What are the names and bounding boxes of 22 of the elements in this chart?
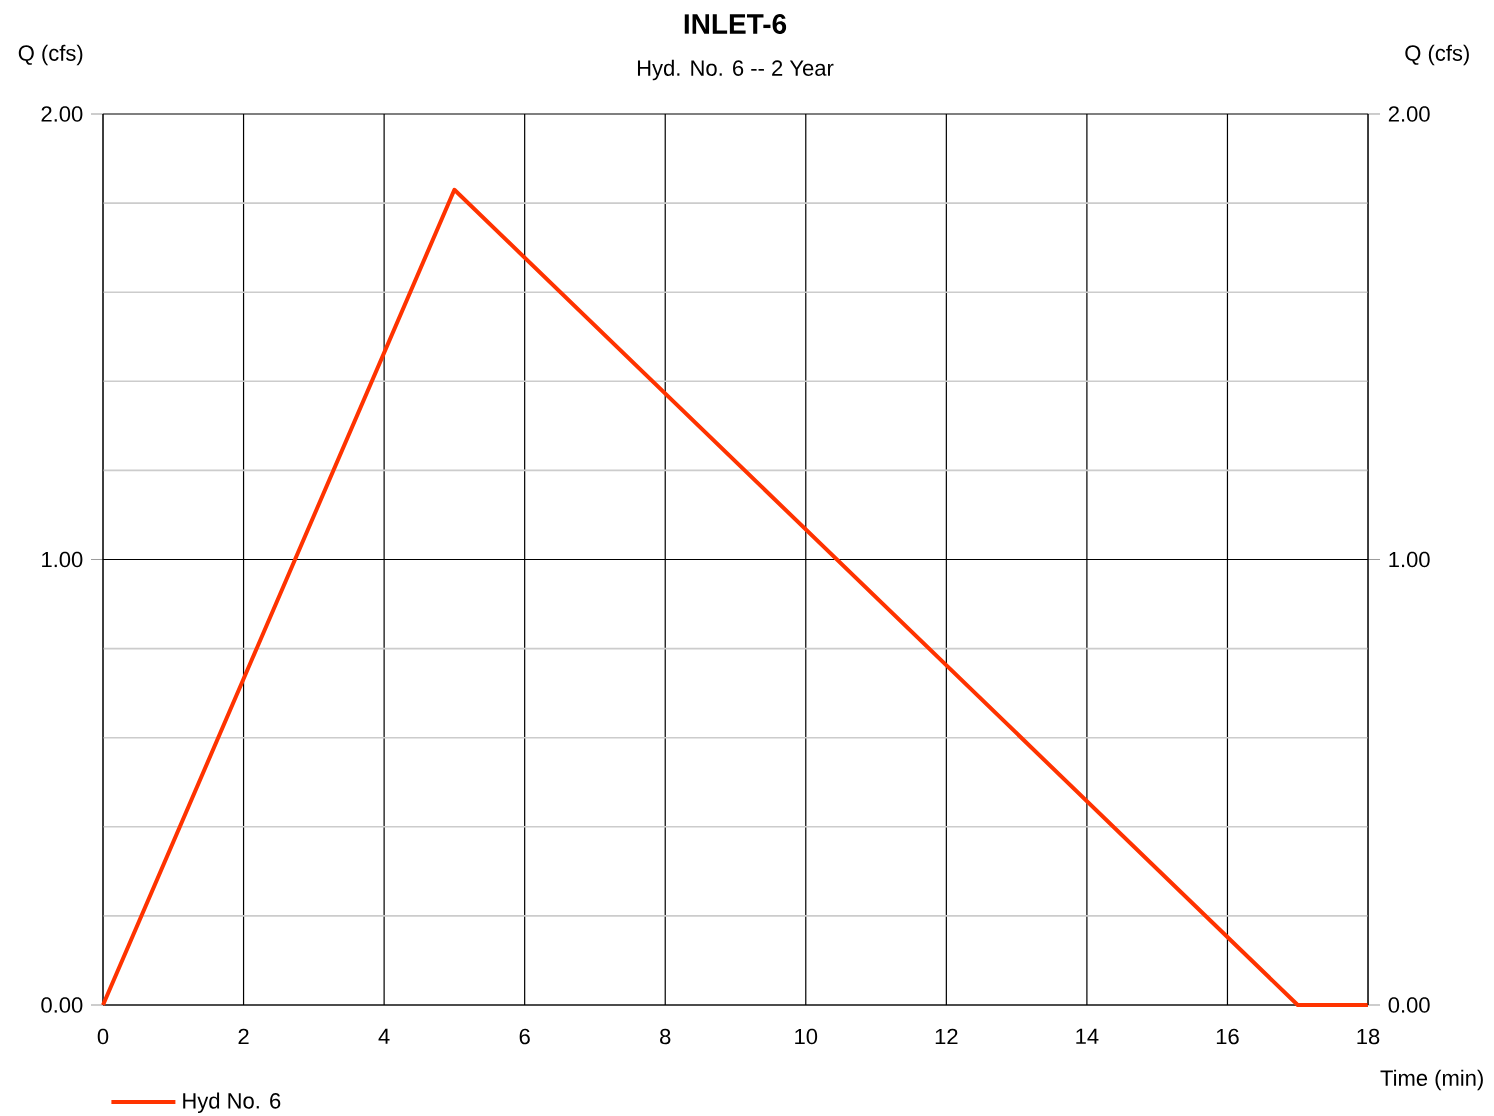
x-tick-label: 14 — [1076, 1028, 1099, 1044]
y2-tick-label: 0.00 — [1388, 997, 1430, 1013]
x-axis-title: Time (min) — [1380, 1069, 1483, 1091]
x-tick-label: 10 — [795, 1028, 818, 1045]
x-tick-label: 4 — [378, 1028, 390, 1044]
x-tick-label: 16 — [1216, 1028, 1239, 1045]
x-tick-label: 6 — [519, 1028, 530, 1045]
y2-axis-title: Q (cfs) — [1405, 44, 1469, 66]
y-tick-label: 1.00 — [42, 551, 83, 568]
x-tick-label: 0 — [97, 1028, 109, 1045]
chart-title: INLET-6 — [684, 14, 787, 34]
y-tick-label: 2.00 — [41, 106, 83, 122]
y-axis-title: Q (cfs) — [18, 44, 83, 66]
legend-label: Hyd No. 6 — [183, 1092, 281, 1113]
y-tick-label: 0.00 — [41, 997, 83, 1013]
y2-tick-label: 1.00 — [1389, 551, 1430, 568]
x-tick-label: 12 — [935, 1028, 958, 1045]
chart-subtitle: Hyd. No. 6 -- 2 Year — [637, 59, 834, 81]
x-tick-label: 8 — [660, 1028, 671, 1045]
x-tick-label: 18 — [1357, 1028, 1380, 1045]
y2-tick-label: 2.00 — [1388, 106, 1430, 122]
x-tick-label: 2 — [238, 1028, 249, 1045]
